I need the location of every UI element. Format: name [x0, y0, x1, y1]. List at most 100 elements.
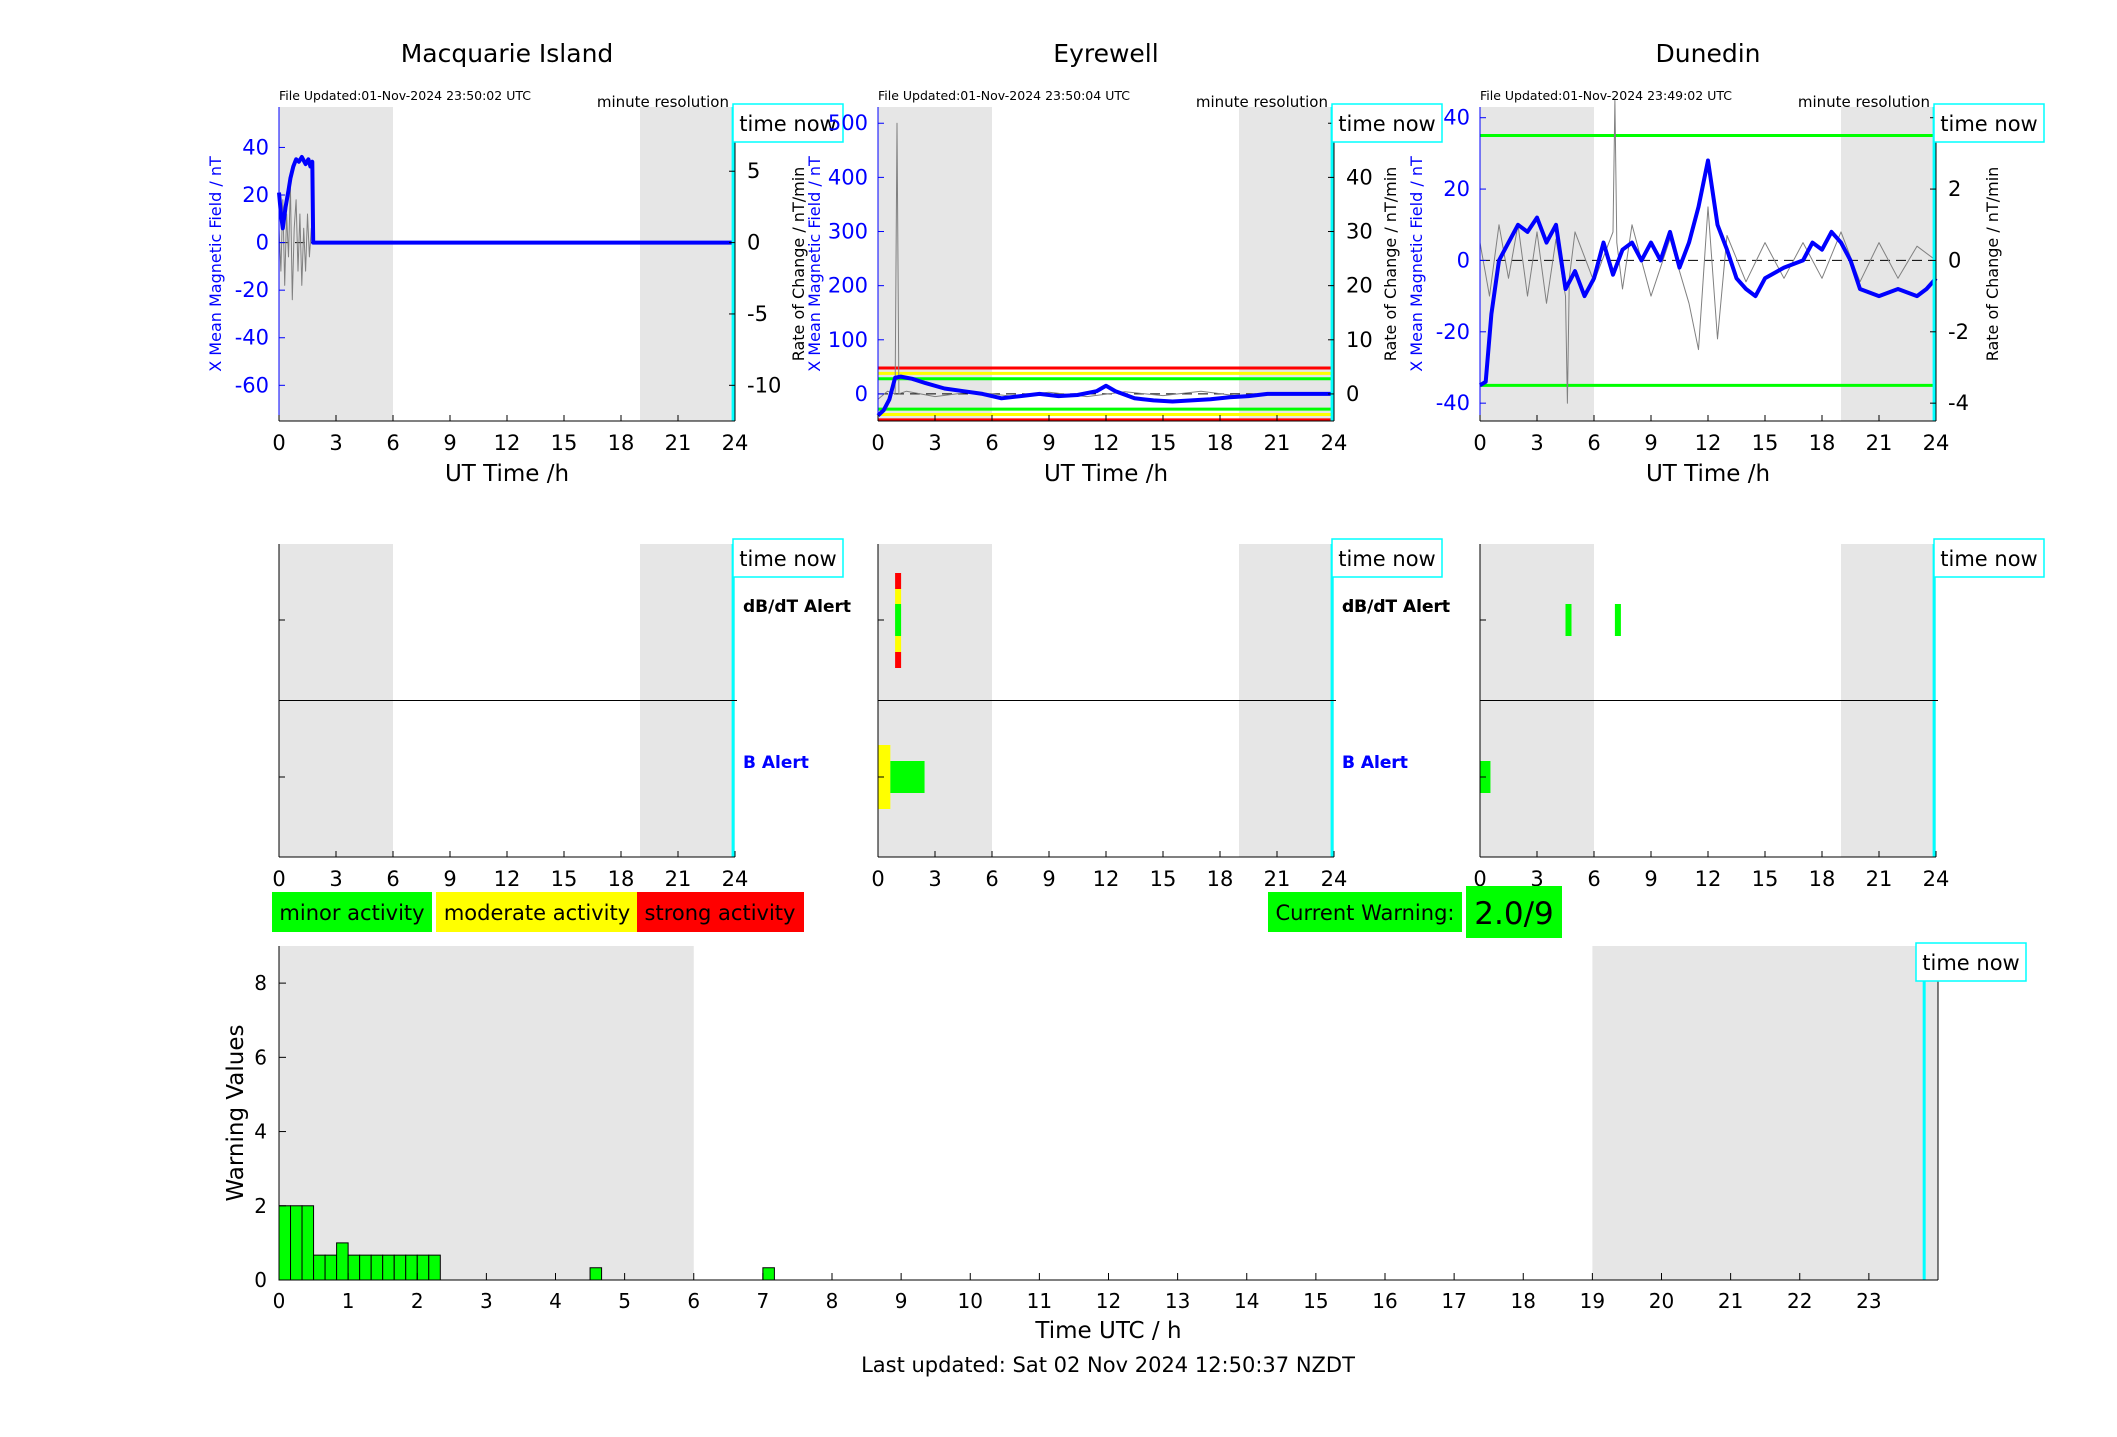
- time-now-box: [1933, 538, 2045, 578]
- x-tick-label: 17: [1441, 1289, 1466, 1313]
- current-warning-label-box: [1268, 892, 1462, 932]
- warning-bar: [278, 1205, 292, 1281]
- activity-legend: minor activity moderate activity strong …: [272, 892, 804, 932]
- night-shade-band: [279, 107, 393, 421]
- file-updated-label: File Updated:01-Nov-2024 23:50:04 UTC: [878, 88, 1130, 103]
- last-updated: Last updated: Sat 02 Nov 2024 12:50:37 N…: [861, 1353, 1355, 1377]
- x-tick-label: 21: [1866, 431, 1893, 455]
- b-alert-label: B Alert: [1342, 753, 1408, 773]
- y-left-tick-label: 400: [828, 165, 868, 189]
- x-tick-label: 0: [871, 431, 884, 455]
- time-now-box: [1933, 103, 2045, 143]
- y-tick-label: 4: [254, 1120, 267, 1144]
- x-tick-label: 18: [1207, 431, 1234, 455]
- x-tick-label: 12: [1695, 431, 1722, 455]
- b-alert-bar: [890, 761, 925, 793]
- x-tick-label: 18: [1511, 1289, 1536, 1313]
- warning-bar: [762, 1267, 775, 1281]
- x-tick-label: 6: [386, 867, 399, 891]
- dbdt-alert-bar: [895, 573, 902, 589]
- x-tick-label: 18: [1809, 431, 1836, 455]
- x-tick-label: 6: [985, 867, 998, 891]
- x-tick-label: 6: [1587, 867, 1600, 891]
- dbdt-alert-bar: [895, 604, 902, 636]
- dbdt-alert-bar: [1565, 604, 1572, 636]
- x-tick-label: 9: [1644, 431, 1657, 455]
- y-left-tick-label: -40: [1436, 391, 1470, 415]
- x-tick-label: 3: [329, 867, 342, 891]
- x-tick-label: 21: [1264, 867, 1291, 891]
- x-tick-label: 20: [1649, 1289, 1674, 1313]
- warning-bar: [347, 1254, 361, 1281]
- y-extra-axis-title: Rate of Change / nT/min: [789, 167, 808, 362]
- x-tick-label: 3: [480, 1289, 493, 1313]
- warning-bar: [428, 1254, 441, 1281]
- time-now-label: time now: [1338, 547, 1435, 571]
- x-tick-label: 15: [1303, 1289, 1328, 1313]
- night-shading-layer: [279, 107, 1938, 1280]
- x-tick-label: 24: [722, 431, 749, 455]
- x-tick-label: 18: [608, 867, 635, 891]
- minute-resolution-label: minute resolution: [597, 93, 729, 111]
- station-title: Eyrewell: [1053, 39, 1158, 68]
- file-updated-label: File Updated:01-Nov-2024 23:49:02 UTC: [1480, 88, 1732, 103]
- x-tick-label: 21: [1264, 431, 1291, 455]
- b-alert-bar: [878, 745, 891, 809]
- mean-field-series: [277, 155, 735, 245]
- y-left-axis-title: X Mean Magnetic Field / nT: [206, 156, 225, 372]
- current-warning-value: 2.0/9: [1474, 896, 1553, 932]
- mean-field-series: [876, 374, 1334, 418]
- y-tick-label: 2: [254, 1194, 267, 1218]
- x-axis-title: UT Time /h: [445, 461, 569, 487]
- y-left-tick-label: 0: [256, 231, 269, 255]
- y-tick-label: 8: [254, 971, 267, 995]
- x-tick-label: 2: [411, 1289, 424, 1313]
- x-tick-label: 15: [551, 867, 578, 891]
- x-tick-label: 3: [928, 431, 941, 455]
- x-tick-label: 6: [985, 431, 998, 455]
- dbdt-alert-label: dB/dT Alert: [1342, 597, 1450, 617]
- time-now-box: [732, 538, 844, 578]
- legend-strong-label: strong activity: [645, 901, 796, 925]
- dbdt-alert-label: dB/dT Alert: [743, 597, 851, 617]
- warning-bar: [336, 1242, 349, 1281]
- text-layer: 0 3 6 9 12 15 18 21 24-60-40-2002040-10-505Macqu…: [206, 39, 2045, 1344]
- x-tick-label: 14: [1234, 1289, 1259, 1313]
- y-left-tick-label: -40: [235, 326, 269, 350]
- x-tick-label: 9: [1042, 867, 1055, 891]
- x-tick-label: 24: [1321, 431, 1348, 455]
- x-tick-label: 18: [1207, 867, 1234, 891]
- warning-bar: [290, 1205, 303, 1281]
- x-tick-label: 0: [871, 867, 884, 891]
- x-tick-label: 12: [494, 431, 521, 455]
- warning-bar: [359, 1254, 372, 1281]
- x-tick-label: 9: [1644, 867, 1657, 891]
- warning-bar: [370, 1254, 384, 1281]
- x-tick-label: 12: [1093, 431, 1120, 455]
- plot-layer: [277, 99, 1938, 1281]
- y-left-tick-label: 200: [828, 274, 868, 298]
- x-tick-label: 9: [895, 1289, 908, 1313]
- y-right-tick-label: -2: [1948, 320, 1969, 344]
- y-right-tick-label: 10: [1346, 328, 1373, 352]
- y-tick-label: 6: [254, 1045, 267, 1069]
- y-tick-label: 0: [254, 1268, 267, 1292]
- x-tick-label: 3: [329, 431, 342, 455]
- x-tick-label: 5: [618, 1289, 631, 1313]
- x-tick-label: 8: [826, 1289, 839, 1313]
- time-now-label: time now: [1922, 951, 2019, 975]
- warning-bar: [382, 1254, 395, 1281]
- b-alert-label: B Alert: [1342, 753, 1408, 773]
- legend-moderate-swatch: [436, 892, 638, 932]
- x-tick-label: 6: [1587, 431, 1600, 455]
- y-right-tick-label: 0: [1346, 382, 1359, 406]
- file-updated-label: File Updated:01-Nov-2024 23:50:02 UTC: [279, 88, 531, 103]
- y-right-tick-label: 0: [747, 231, 760, 255]
- x-tick-label: 4: [549, 1289, 562, 1313]
- time-now-box: [1915, 942, 2027, 982]
- warning-bar: [393, 1254, 407, 1281]
- y-left-tick-label: 100: [828, 328, 868, 352]
- x-tick-label: 3: [1530, 867, 1543, 891]
- x-tick-label: 24: [722, 867, 749, 891]
